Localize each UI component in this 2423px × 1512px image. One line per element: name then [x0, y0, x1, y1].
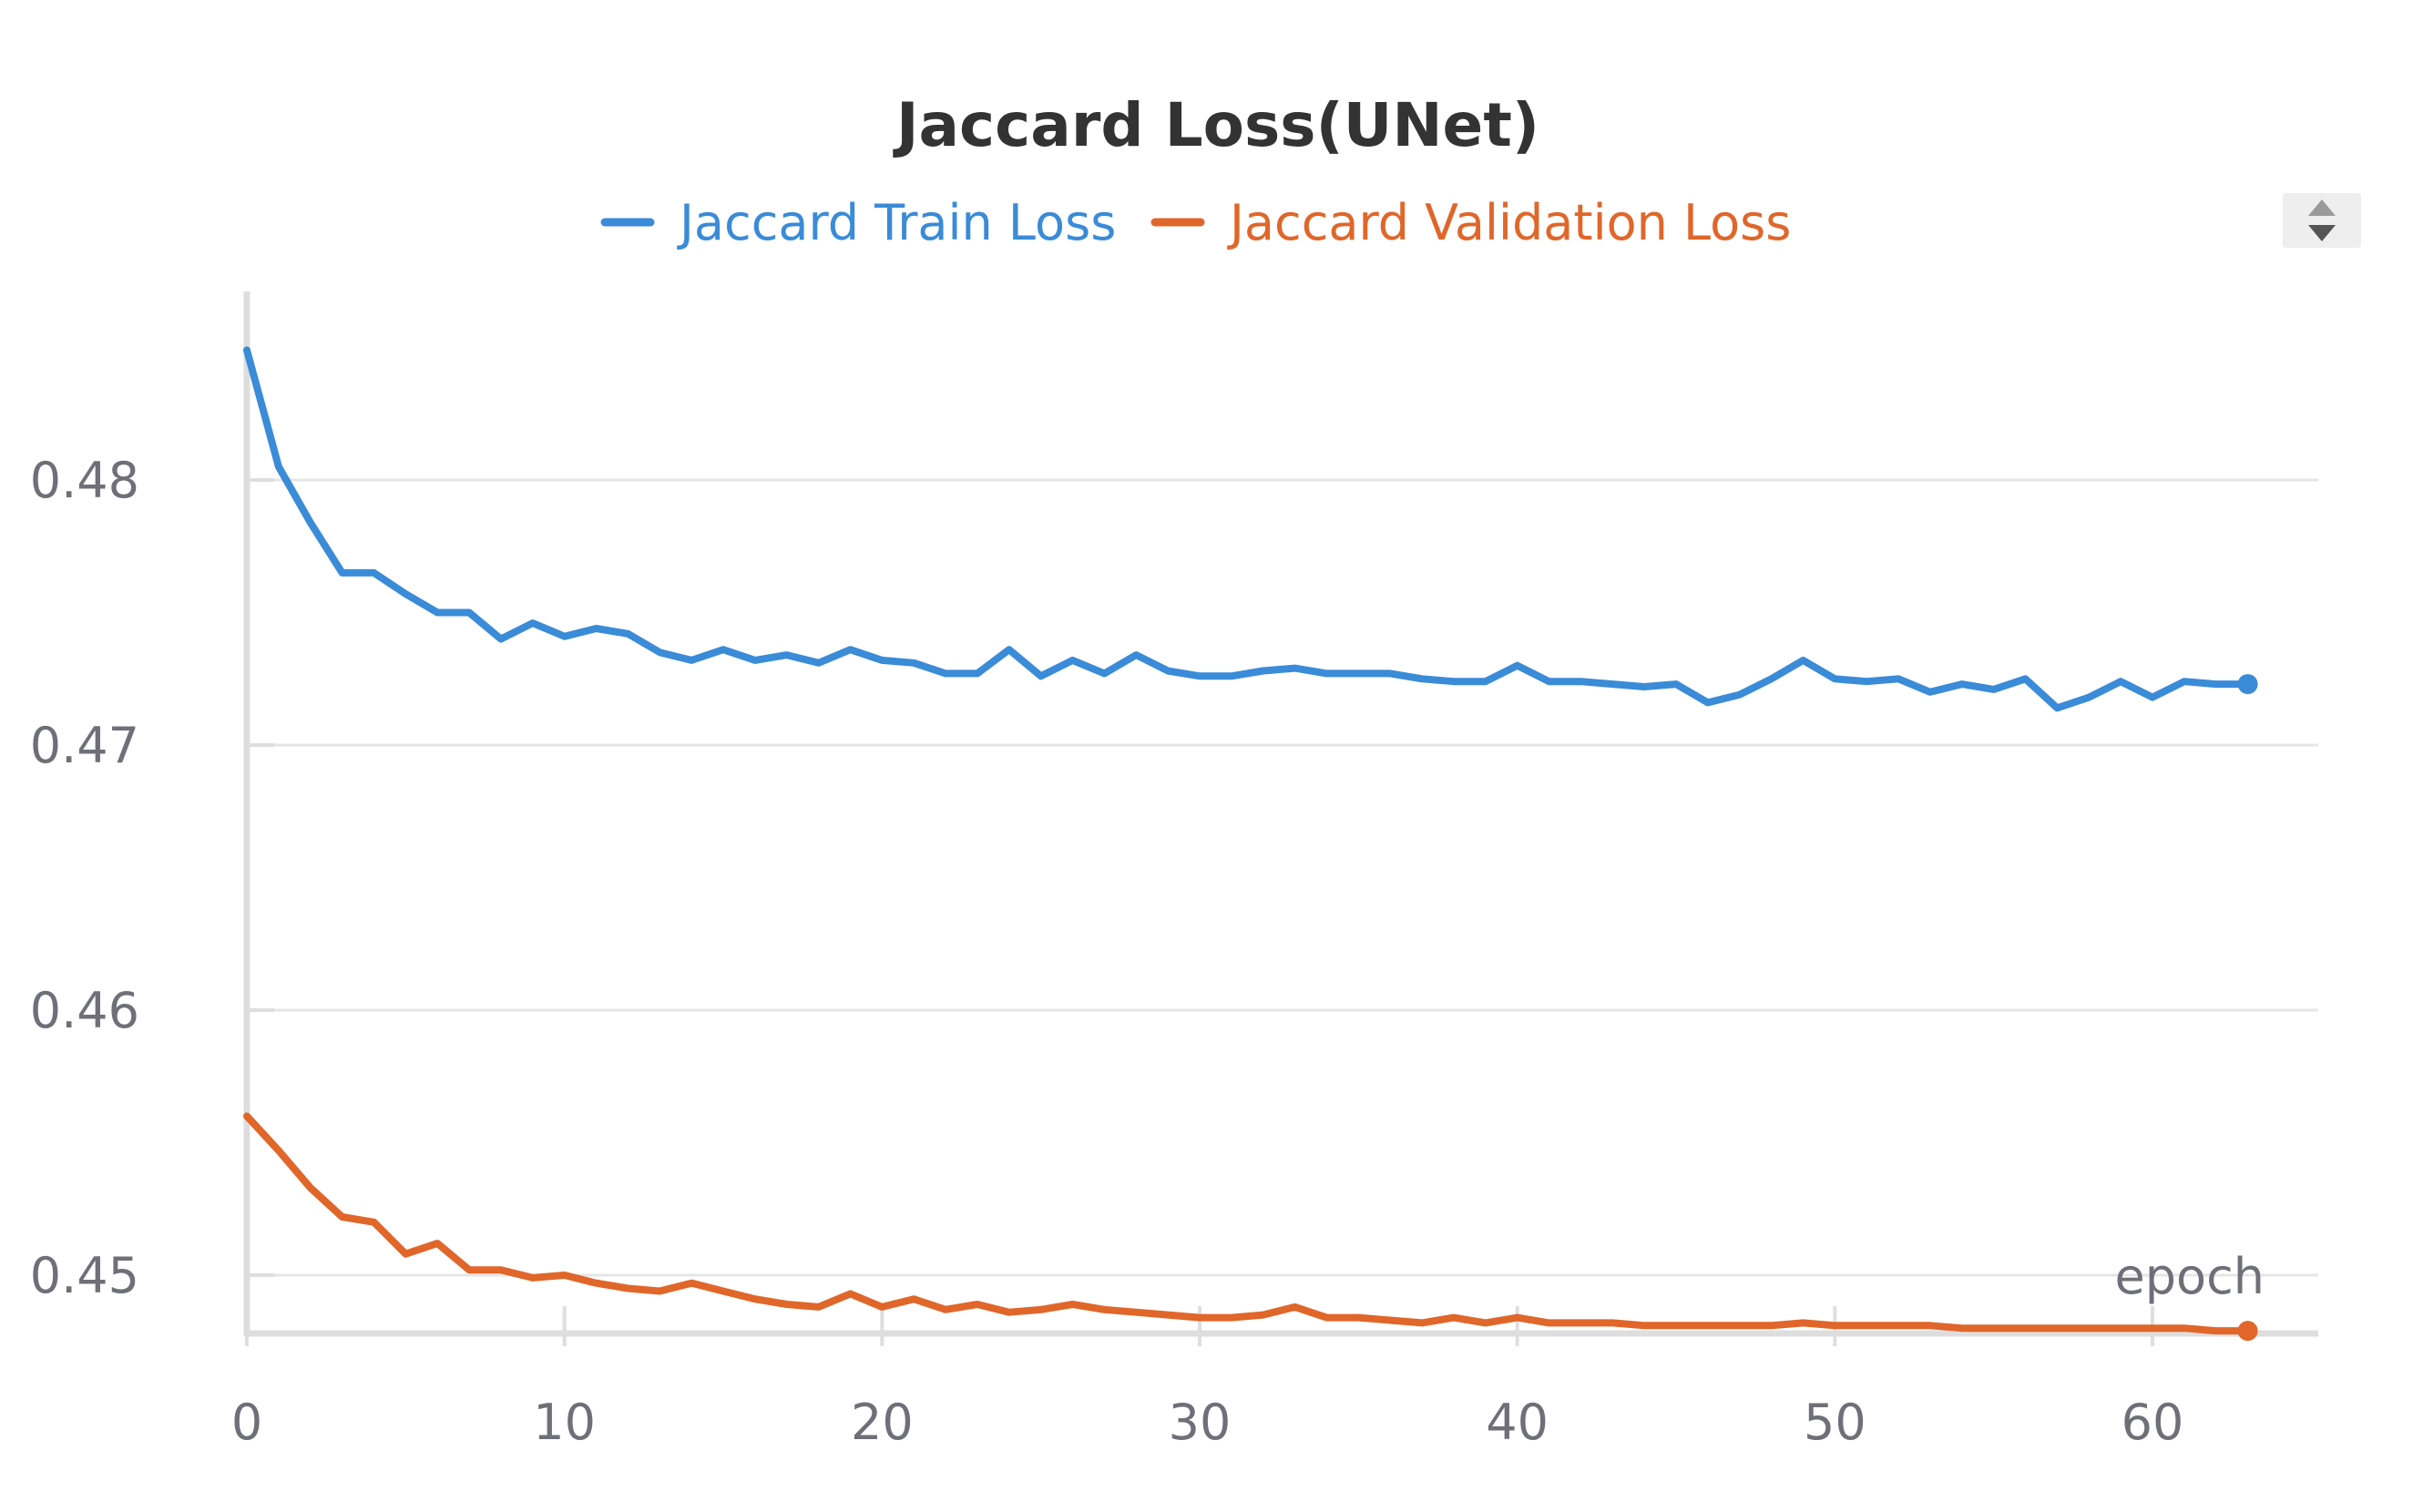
series-line-validation — [243, 1112, 2252, 1335]
series-end-point-validation — [2237, 1321, 2258, 1342]
sort-button-background[interactable] — [2283, 193, 2361, 248]
gridlines — [247, 478, 2318, 1277]
y-tick-label: 0.47 — [30, 717, 139, 774]
x-tick-label: 20 — [851, 1394, 914, 1451]
legend-label: Jaccard Validation Loss — [1227, 194, 1791, 251]
y-tick-label: 0.46 — [30, 982, 139, 1039]
legend-sort-button[interactable] — [2283, 193, 2361, 248]
x-tick-label: 60 — [2121, 1394, 2184, 1451]
x-axis-ticks: 0 10 20 30 40 50 60 — [231, 1306, 2184, 1451]
series-lines — [243, 346, 2258, 1342]
x-axis-label: epoch — [2115, 1248, 2265, 1305]
chart-title: Jaccard Loss(UNet) — [893, 90, 1539, 160]
series-line-train — [243, 346, 2252, 712]
series-end-point-train — [2237, 674, 2258, 695]
y-axis-ticks: 0.45 0.46 0.47 0.48 — [30, 452, 274, 1304]
sort-down-icon[interactable] — [2308, 225, 2336, 241]
x-tick-label: 10 — [533, 1394, 596, 1451]
legend-item-train[interactable]: Jaccard Train Loss — [600, 194, 1116, 251]
y-tick-label: 0.45 — [30, 1247, 139, 1304]
legend-label: Jaccard Train Loss — [677, 194, 1116, 251]
sort-up-icon[interactable] — [2308, 199, 2336, 216]
x-tick-label: 0 — [231, 1394, 262, 1451]
axes — [243, 291, 2318, 1337]
legend-item-validation[interactable]: Jaccard Validation Loss — [1150, 194, 1791, 251]
y-tick-label: 0.48 — [30, 452, 139, 509]
x-tick-label: 50 — [1804, 1394, 1866, 1451]
legend: Jaccard Train Loss Jaccard Validation Los… — [600, 194, 1791, 251]
x-tick-label: 30 — [1169, 1394, 1232, 1451]
x-tick-label: 40 — [1486, 1394, 1549, 1451]
